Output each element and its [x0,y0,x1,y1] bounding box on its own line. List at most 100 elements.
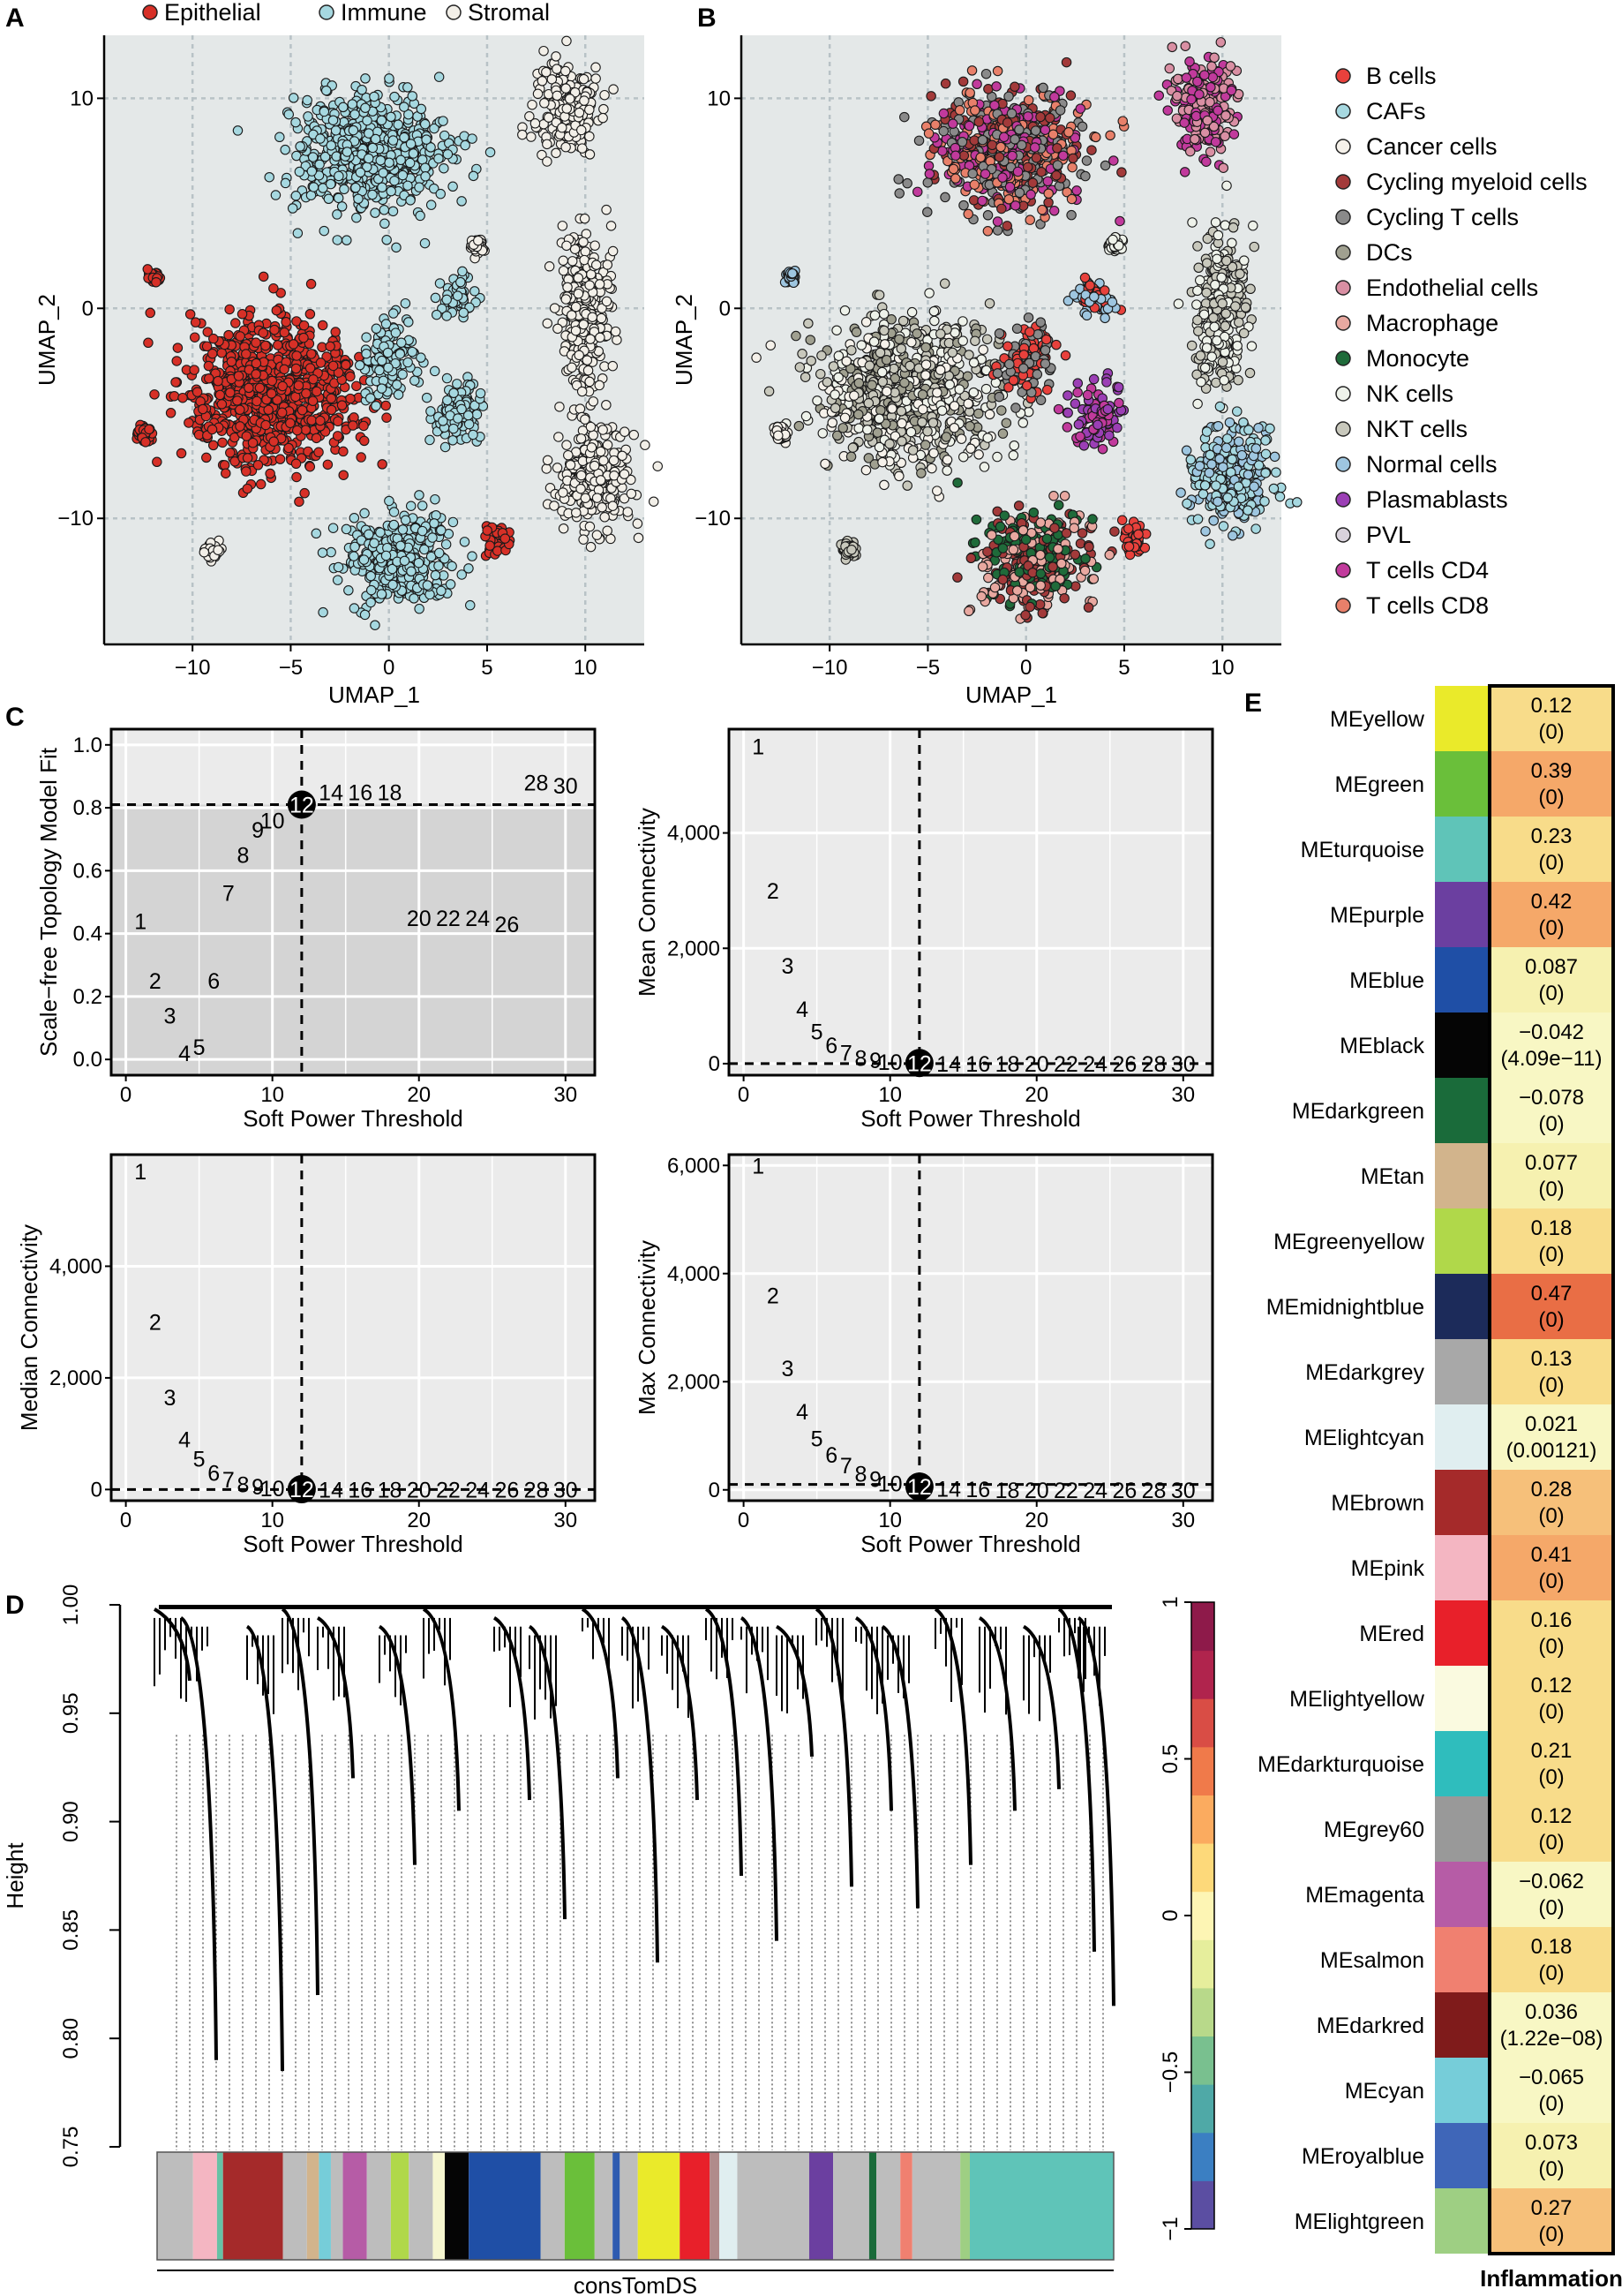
cell-point [359,508,370,519]
cell-point [570,325,582,336]
cell-point [225,388,236,398]
cell-point [400,297,411,309]
cell-point [978,344,988,355]
cell-point [1206,61,1217,72]
cell-point [400,515,411,526]
cell-point [189,332,200,343]
cell-point [805,335,816,345]
cell-point [575,433,587,444]
cell-point [232,395,243,406]
cell-point [464,599,476,611]
cell-point [306,349,317,359]
cell-point [998,132,1010,143]
cell-point [361,348,372,359]
cell-point [973,117,985,127]
cell-point [619,469,630,479]
cell-point [605,221,617,231]
cell-point [584,104,595,116]
cell-point [763,386,775,397]
cell-point [1023,312,1034,323]
cell-point [1035,395,1047,406]
cell-point [991,81,1002,92]
cell-point [452,290,463,301]
cell-point [982,210,994,221]
cell-point [884,439,895,449]
cell-point [356,452,366,463]
cell-point [184,309,196,320]
cell-point [906,306,918,318]
cell-point [524,111,535,122]
cell-point [288,339,299,350]
cell-point [599,512,610,523]
cell-point [235,404,245,416]
cell-point [207,424,218,435]
cell-point [582,355,593,365]
cell-point [954,105,965,116]
cell-point [922,177,934,188]
cell-point [601,296,612,307]
cell-point [351,212,362,223]
cell-point [574,403,586,414]
cell-point [1030,125,1041,136]
cell-point [551,147,561,159]
cell-point [279,364,289,375]
cell-point [386,185,396,197]
cell-point [964,120,975,132]
cell-point [388,519,400,531]
cell-point [273,340,283,350]
cell-point [957,76,969,87]
cell-point [1014,187,1025,199]
cell-point [375,527,386,538]
cell-point [408,148,419,159]
cell-point [847,442,859,453]
cell-point [336,400,348,410]
cell-point [538,45,549,56]
cell-point [1025,215,1035,225]
cell-point [560,141,571,153]
cell-point [567,362,577,373]
cell-point [558,255,568,267]
cell-point [290,191,302,201]
cell-point [441,373,453,384]
cell-point [402,357,413,368]
cell-point [917,403,928,415]
cell-point [280,144,290,155]
cell-point [992,451,1002,463]
cell-point [928,305,940,317]
cell-point [348,420,358,431]
cell-point [244,382,254,394]
cell-point [1205,82,1216,93]
cell-point [433,72,445,82]
cell-point [1067,162,1078,173]
cell-point [432,309,442,320]
y-tick-label: 0 [82,297,94,320]
cell-point [482,525,492,536]
cell-point [377,459,387,470]
cell-point [140,437,151,448]
cell-point [255,478,267,490]
cell-point [300,425,312,435]
cell-point [1081,155,1093,166]
cell-point [558,487,568,498]
cell-point [467,133,477,144]
cell-point [445,579,456,590]
cell-point [251,358,262,369]
cell-point [217,437,228,448]
cell-point [595,475,606,486]
cell-point [1205,96,1215,108]
cell-point [930,119,941,131]
cell-point [579,95,589,106]
cell-point [387,135,399,146]
legend-label: Epithelial [164,0,261,26]
cell-point [351,380,362,392]
cell-point [935,365,946,375]
cell-point [1038,82,1048,94]
x-tick-label: −5 [279,656,303,680]
cell-point [923,128,935,139]
cell-point [579,213,590,224]
cell-point [318,606,328,618]
cell-point [365,570,376,582]
cell-point [846,345,857,356]
cell-point [1209,52,1220,64]
